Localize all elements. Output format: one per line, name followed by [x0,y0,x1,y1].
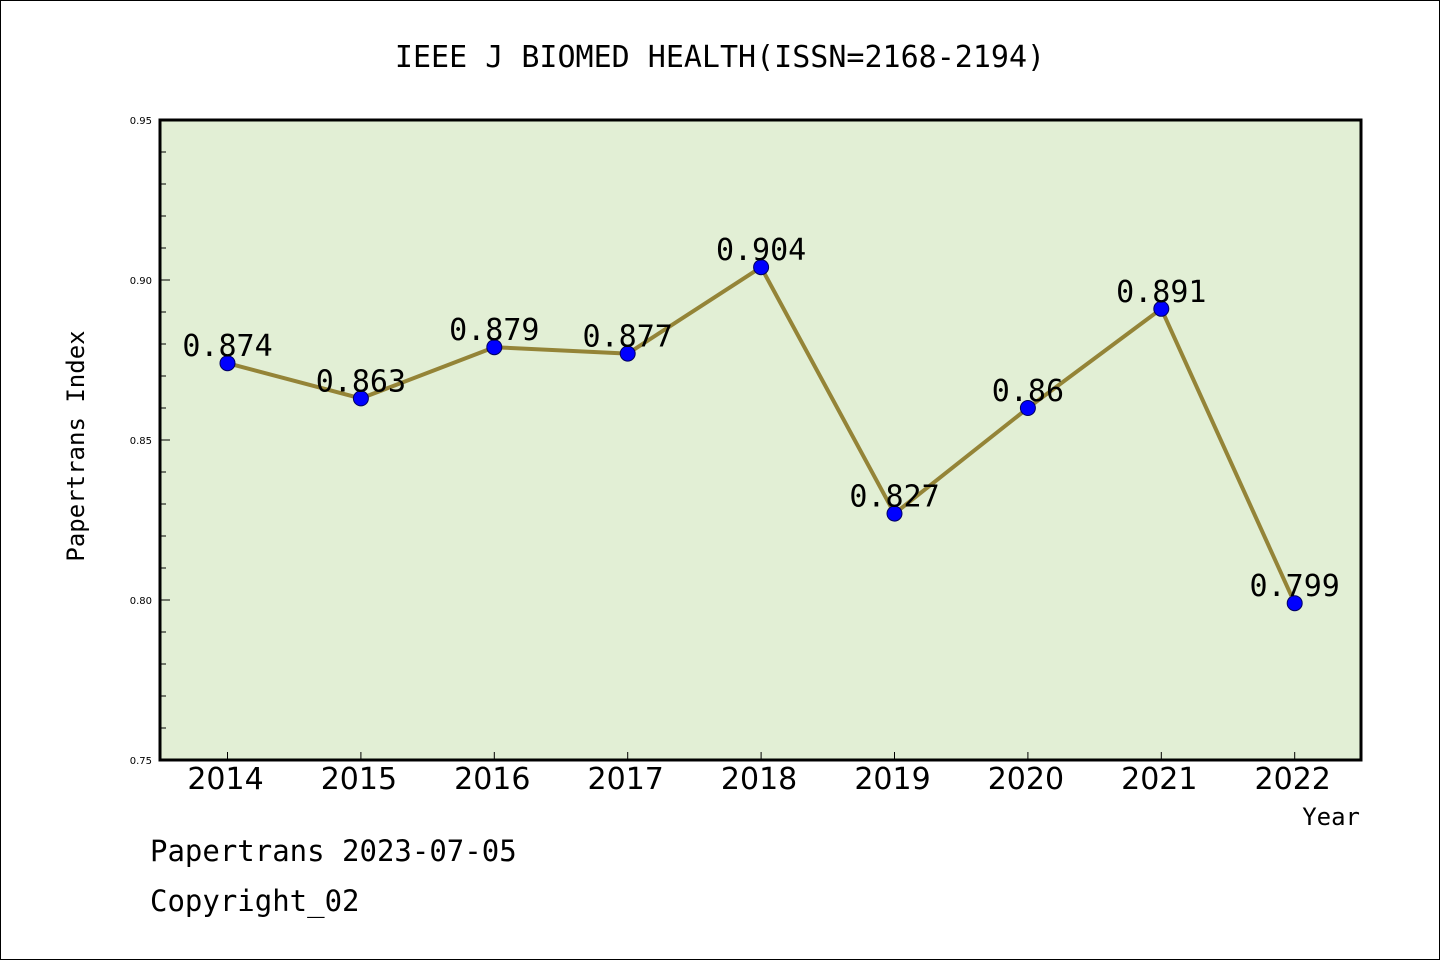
y-tick-label: 0.80 [130,596,152,607]
data-label: 0.879 [449,313,539,348]
x-tick-label: 2014 [187,762,263,797]
series-line-group: 0.874 0.863 0.879 0.877 0.904 0.827 0.86 0.891 0… [182,233,1340,612]
x-tick-label: 2015 [321,762,397,797]
data-label: 0.891 [1116,275,1206,310]
x-axis: 2014 2015 2016 2017 2018 2019 2020 2021 2022 [187,752,1331,797]
data-point [886,505,903,522]
data-label: 0.863 [316,364,406,399]
data-point [352,390,369,407]
data-label: 0.904 [716,233,806,268]
plot-area [158,118,1363,762]
y-axis: 0.75 0.80 0.85 0.90 0.95 [130,116,170,767]
x-tick-label: 2016 [454,762,530,797]
x-tick-label: 2020 [988,762,1064,797]
x-tick-label: 2018 [721,762,797,797]
data-point [1286,595,1303,612]
data-label: 0.827 [849,480,939,515]
footer-date: Papertrans 2023-07-05 [150,834,517,868]
footer-copyright: Copyright_02 [150,884,360,918]
x-tick-label: 2022 [1255,762,1331,797]
data-point [1019,400,1036,416]
x-axis-label: Year [1302,803,1360,831]
x-tick-label: 2019 [854,762,930,797]
data-point [753,259,770,276]
x-tick-label: 2021 [1121,762,1197,797]
data-label: 0.86 [992,374,1064,409]
data-point [1153,300,1170,317]
y-tick-label: 0.95 [130,116,152,127]
y-tick-label: 0.90 [130,276,152,287]
data-point [219,355,236,372]
chart-title: IEEE J BIOMED HEALTH(ISSN=2168-2194) [395,40,1045,75]
data-label: 0.874 [182,329,272,364]
data-label: 0.799 [1250,569,1340,604]
y-tick-label: 0.75 [130,756,152,767]
x-tick-label: 2017 [588,762,664,797]
data-label: 0.877 [583,320,673,355]
data-point [486,339,503,356]
y-tick-label: 0.85 [130,436,152,447]
data-point [619,345,636,362]
y-axis-label: Papertrans Index [62,330,90,561]
